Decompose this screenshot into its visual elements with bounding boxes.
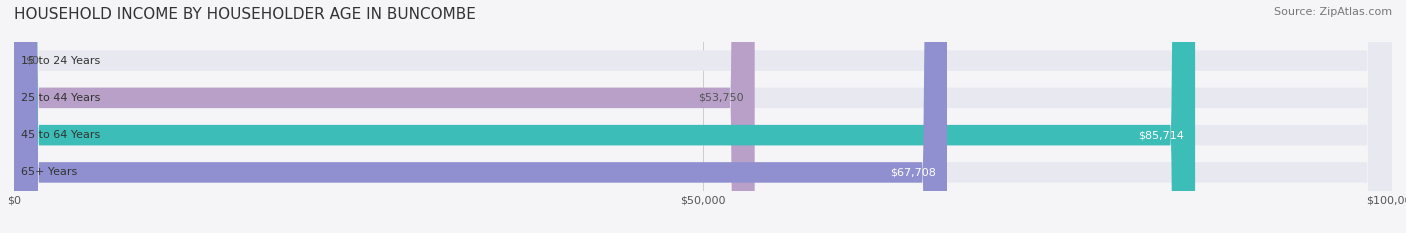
Text: $67,708: $67,708	[890, 168, 936, 177]
FancyBboxPatch shape	[14, 0, 1392, 233]
Text: 65+ Years: 65+ Years	[21, 168, 77, 177]
Text: $53,750: $53,750	[697, 93, 744, 103]
FancyBboxPatch shape	[14, 0, 1392, 233]
Text: 25 to 44 Years: 25 to 44 Years	[21, 93, 100, 103]
FancyBboxPatch shape	[14, 0, 948, 233]
Text: $0: $0	[25, 56, 39, 65]
FancyBboxPatch shape	[14, 0, 755, 233]
Text: 15 to 24 Years: 15 to 24 Years	[21, 56, 100, 65]
FancyBboxPatch shape	[14, 0, 1392, 233]
Text: $85,714: $85,714	[1139, 130, 1184, 140]
Text: Source: ZipAtlas.com: Source: ZipAtlas.com	[1274, 7, 1392, 17]
Text: 45 to 64 Years: 45 to 64 Years	[21, 130, 100, 140]
FancyBboxPatch shape	[14, 0, 1392, 233]
Text: HOUSEHOLD INCOME BY HOUSEHOLDER AGE IN BUNCOMBE: HOUSEHOLD INCOME BY HOUSEHOLDER AGE IN B…	[14, 7, 477, 22]
FancyBboxPatch shape	[14, 0, 1195, 233]
